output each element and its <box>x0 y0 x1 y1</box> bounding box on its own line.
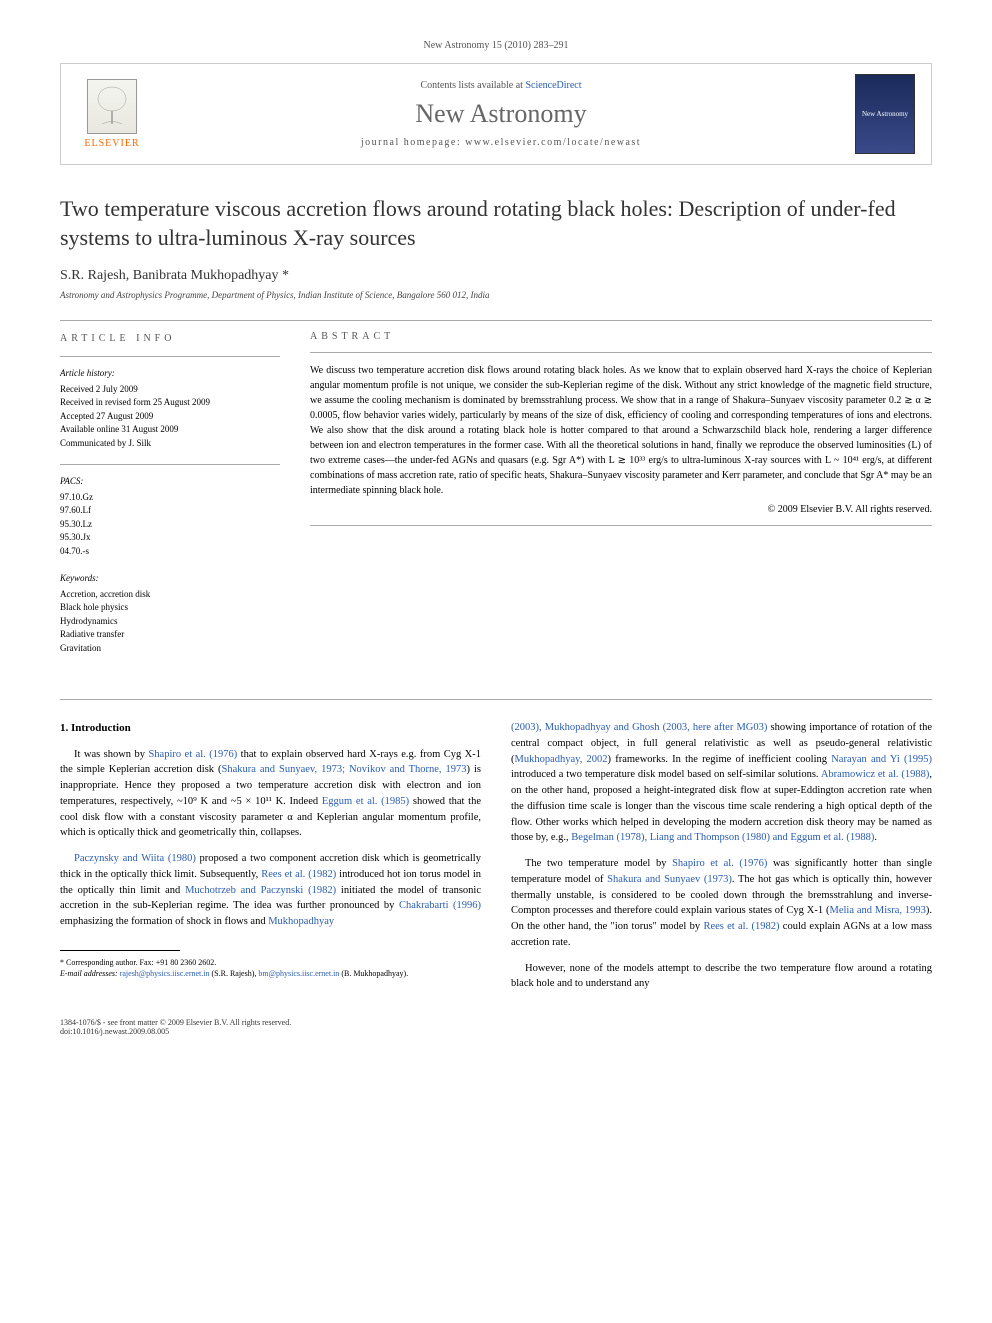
body-paragraph: (2003), Mukhopadhyay and Ghosh (2003, he… <box>511 720 932 846</box>
abstract-label: ABSTRACT <box>310 331 932 342</box>
journal-name: New Astronomy <box>147 99 855 129</box>
citation-link[interactable]: Rees et al. (1982) <box>703 921 779 932</box>
keyword-item: Accretion, accretion disk <box>60 588 280 602</box>
journal-cover-thumbnail: New Astronomy <box>855 74 915 154</box>
section-1-heading: 1. Introduction <box>60 720 481 737</box>
doi-line: doi:10.1016/j.newast.2009.08.005 <box>60 1027 291 1036</box>
footnote-divider <box>60 950 180 951</box>
front-matter-line: 1384-1076/$ - see front matter © 2009 El… <box>60 1018 291 1027</box>
citation-link[interactable]: (2003), Mukhopadhyay and Ghosh (2003, he… <box>511 722 767 733</box>
body-text: introduced a two temperature disk model … <box>511 769 821 780</box>
keywords-heading: Keywords: <box>60 572 280 586</box>
body-text: ) frameworks. In the regime of inefficie… <box>608 754 832 765</box>
divider <box>60 699 932 700</box>
citation-link[interactable]: Paczynsky and Wiita (1980) <box>74 853 196 864</box>
cover-label: New Astronomy <box>862 110 908 118</box>
citation-link[interactable]: Begelman (1978), Liang and Thompson (198… <box>571 832 874 843</box>
citation-link[interactable]: Shakura and Sunyaev, 1973; Novikov and T… <box>222 764 467 775</box>
citation-link[interactable]: Mukhopadhyay <box>268 916 334 927</box>
history-communicated: Communicated by J. Silk <box>60 437 280 451</box>
citation-link[interactable]: Eggum et al. (1985) <box>322 796 409 807</box>
citation-link[interactable]: Rees et al. (1982) <box>261 869 336 880</box>
email-line: E-mail addresses: rajesh@physics.iisc.er… <box>60 968 481 979</box>
history-heading: Article history: <box>60 367 280 381</box>
citation-link[interactable]: Shapiro et al. (1976) <box>672 858 767 869</box>
sciencedirect-link[interactable]: ScienceDirect <box>525 80 581 91</box>
body-text: The two temperature model by <box>525 858 672 869</box>
body-text: . <box>874 832 877 843</box>
elsevier-tree-icon <box>87 79 137 134</box>
running-header: New Astronomy 15 (2010) 283–291 <box>60 40 932 51</box>
citation-link[interactable]: Narayan and Yi (1995) <box>831 754 932 765</box>
email-name: (B. Mukhopadhyay). <box>339 969 408 978</box>
citation-link[interactable]: Shapiro et al. (1976) <box>148 749 237 760</box>
pacs-item: 95.30.Lz <box>60 518 280 532</box>
homepage-prefix: journal homepage: <box>361 137 465 148</box>
pacs-item: 95.30.Jx <box>60 531 280 545</box>
article-info-sidebar: ARTICLE INFO Article history: Received 2… <box>60 331 280 669</box>
keyword-item: Gravitation <box>60 642 280 656</box>
authors: S.R. Rajesh, Banibrata Mukhopadhyay * <box>60 268 932 284</box>
pacs-block: PACS: 97.10.Gz 97.60.Lf 95.30.Lz 95.30.J… <box>60 475 280 558</box>
email-link[interactable]: rajesh@physics.iisc.ernet.in <box>120 969 210 978</box>
divider <box>60 464 280 465</box>
info-abstract-row: ARTICLE INFO Article history: Received 2… <box>60 331 932 669</box>
body-text: It was shown by <box>74 749 148 760</box>
keyword-item: Black hole physics <box>60 601 280 615</box>
body-paragraph: It was shown by Shapiro et al. (1976) th… <box>60 747 481 842</box>
divider <box>60 356 280 357</box>
body-paragraph: Paczynsky and Wiita (1980) proposed a tw… <box>60 851 481 930</box>
keywords-block: Keywords: Accretion, accretion disk Blac… <box>60 572 280 655</box>
history-received: Received 2 July 2009 <box>60 383 280 397</box>
citation-link[interactable]: Mukhopadhyay, 2002 <box>515 754 608 765</box>
article-info-label: ARTICLE INFO <box>60 331 280 346</box>
keyword-item: Radiative transfer <box>60 628 280 642</box>
history-revised: Received in revised form 25 August 2009 <box>60 396 280 410</box>
affiliation: Astronomy and Astrophysics Programme, De… <box>60 290 932 300</box>
article-title: Two temperature viscous accretion flows … <box>60 195 932 252</box>
elsevier-wordmark: ELSEVIER <box>84 138 139 149</box>
abstract-copyright: © 2009 Elsevier B.V. All rights reserved… <box>310 504 932 515</box>
citation-link[interactable]: Chakrabarti (1996) <box>399 900 481 911</box>
divider <box>310 352 932 353</box>
pacs-heading: PACS: <box>60 475 280 489</box>
footer-block: 1384-1076/$ - see front matter © 2009 El… <box>60 1018 291 1036</box>
divider <box>310 525 932 526</box>
citation-link[interactable]: Melia and Misra, 1993 <box>829 905 925 916</box>
contents-prefix: Contents lists available at <box>420 80 525 91</box>
body-paragraph: However, none of the models attempt to d… <box>511 961 932 993</box>
elsevier-logo: ELSEVIER <box>77 74 147 154</box>
history-online: Available online 31 August 2009 <box>60 423 280 437</box>
citation-link[interactable]: Shakura and Sunyaev (1973) <box>607 874 732 885</box>
email-label: E-mail addresses: <box>60 969 120 978</box>
divider <box>60 320 932 321</box>
abstract-column: ABSTRACT We discuss two temperature accr… <box>310 331 932 669</box>
body-right-column: (2003), Mukhopadhyay and Ghosh (2003, he… <box>511 720 932 1002</box>
footnotes: * Corresponding author. Fax: +91 80 2360… <box>60 957 481 979</box>
journal-banner: ELSEVIER Contents lists available at Sci… <box>60 63 932 165</box>
homepage-url[interactable]: www.elsevier.com/locate/newast <box>465 137 641 148</box>
pacs-item: 04.70.-s <box>60 545 280 559</box>
contents-available-line: Contents lists available at ScienceDirec… <box>147 80 855 91</box>
citation-link[interactable]: Abramowicz et al. (1988) <box>821 769 930 780</box>
email-link[interactable]: bm@physics.iisc.ernet.in <box>258 969 339 978</box>
page-footer: 1384-1076/$ - see front matter © 2009 El… <box>60 1018 932 1036</box>
pacs-item: 97.60.Lf <box>60 504 280 518</box>
citation-link[interactable]: Muchotrzeb and Paczynski (1982) <box>185 885 336 896</box>
history-block: Article history: Received 2 July 2009 Re… <box>60 367 280 450</box>
homepage-line: journal homepage: www.elsevier.com/locat… <box>147 137 855 148</box>
pacs-item: 97.10.Gz <box>60 491 280 505</box>
abstract-text: We discuss two temperature accretion dis… <box>310 363 932 498</box>
body-left-column: 1. Introduction It was shown by Shapiro … <box>60 720 481 1002</box>
keyword-item: Hydrodynamics <box>60 615 280 629</box>
body-text: emphasizing the formation of shock in fl… <box>60 916 268 927</box>
history-accepted: Accepted 27 August 2009 <box>60 410 280 424</box>
body-paragraph: The two temperature model by Shapiro et … <box>511 856 932 951</box>
email-name: (S.R. Rajesh), <box>210 969 259 978</box>
banner-center: Contents lists available at ScienceDirec… <box>147 80 855 148</box>
body-columns: 1. Introduction It was shown by Shapiro … <box>60 720 932 1002</box>
corresponding-author-note: * Corresponding author. Fax: +91 80 2360… <box>60 957 481 968</box>
